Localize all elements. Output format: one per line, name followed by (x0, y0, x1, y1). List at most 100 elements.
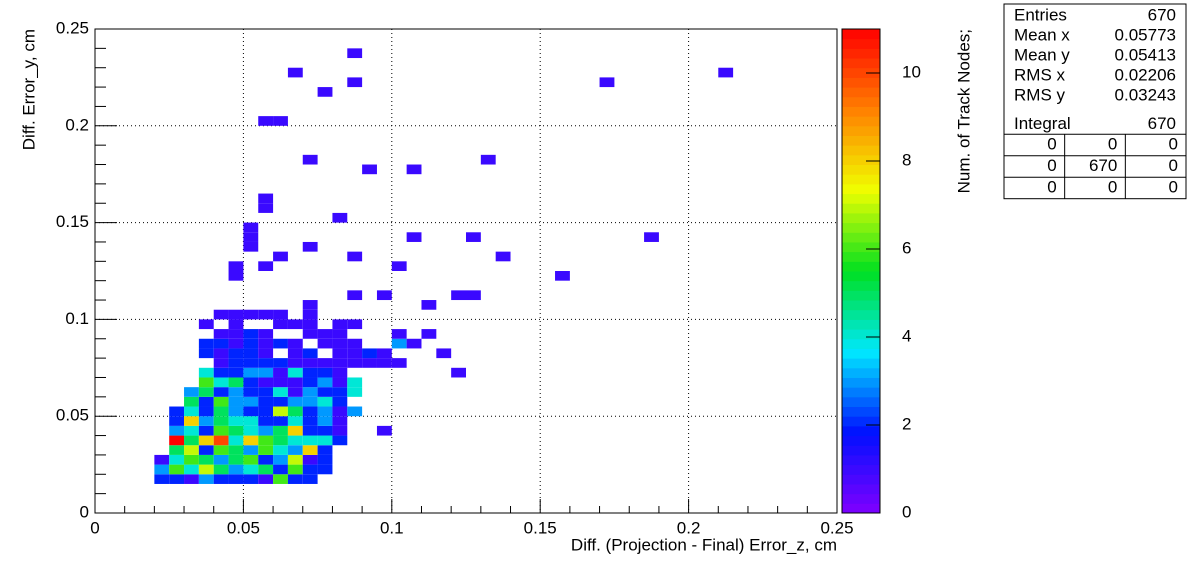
heatmap-cell (273, 435, 288, 446)
heatmap-cell (228, 396, 244, 407)
heatmap-cell (466, 232, 481, 242)
heatmap-cell (466, 290, 481, 301)
heatmap-cell (228, 474, 244, 484)
heatmap-cell (332, 425, 348, 436)
heatmap-cell (302, 396, 318, 407)
heatmap-cell (302, 425, 318, 436)
heatmap-cell (213, 435, 229, 446)
heatmap-cell (347, 348, 363, 359)
heatmap-cell (495, 251, 511, 262)
z-tick-label: 6 (902, 238, 911, 257)
colorbar-step (842, 135, 880, 146)
colorbar-step (842, 106, 880, 117)
stats-value: 0.05413 (1115, 45, 1176, 64)
colorbar-step (842, 87, 880, 98)
x-axis-label: Diff. (Projection - Final) Error_z, cm (571, 535, 837, 554)
heatmap-cell (347, 338, 363, 349)
heatmap-cell (302, 435, 318, 446)
heatmap-cell (302, 367, 318, 378)
heatmap-cell (332, 377, 348, 388)
colorbar-step (842, 164, 880, 175)
heatmap-cell (184, 474, 199, 484)
heatmap-cell (258, 261, 274, 271)
heatmap-cell (228, 387, 244, 397)
heatmap-cell (376, 348, 392, 359)
heatmap-cell (213, 416, 229, 426)
heatmap-cell (644, 232, 659, 242)
heatmap-cell (287, 474, 303, 484)
heatmap-cell (154, 464, 170, 475)
colorbar-step (842, 416, 880, 427)
heatmap-cell (154, 454, 170, 465)
heatmap-cell (258, 309, 274, 320)
heatmap-cell (317, 377, 333, 388)
heatmap-cell (317, 367, 333, 378)
heatmap-cell (362, 164, 377, 175)
heatmap-cell (332, 396, 348, 407)
heatmap-cell (213, 464, 229, 475)
colorbar-step (842, 377, 880, 388)
heatmap-cell (258, 406, 274, 417)
heatmap-cell (213, 377, 229, 388)
heatmap-cell (302, 309, 318, 320)
heatmap-cell (376, 358, 392, 368)
heatmap-cell (198, 454, 214, 465)
z-axis-label: Num. of Track Nodes; (954, 29, 973, 193)
heatmap-cell (213, 454, 229, 465)
heatmap-cell (347, 406, 363, 417)
heatmap-cell (198, 367, 214, 378)
heatmap-cell (273, 319, 288, 330)
stats-overflow-cell: 0 (1169, 134, 1178, 153)
x-tick-label: 0 (90, 518, 99, 537)
heatmap-cell (451, 290, 466, 301)
y-tick-label: 0.15 (56, 212, 89, 231)
heatmap-cell (213, 329, 229, 339)
colorbar-step (842, 348, 880, 359)
heatmap-cell (287, 338, 303, 349)
heatmap-cell (258, 348, 274, 359)
colorbar-step (842, 203, 880, 214)
heatmap-cell (258, 435, 274, 446)
heatmap-cell (228, 338, 244, 349)
colorbar-step (842, 48, 880, 59)
heatmap-cell (198, 396, 214, 407)
plot-frame (94, 28, 838, 514)
heatmap-cell (228, 377, 244, 388)
stats-overflow-cell: 0 (1047, 134, 1056, 153)
heatmap-cell (406, 164, 422, 175)
heatmap-cell (169, 464, 185, 475)
colorbar-step (842, 232, 880, 243)
heatmap-cell (317, 464, 333, 475)
heatmap-cell (213, 358, 229, 368)
heatmap-cell (228, 367, 244, 378)
colorbar-step (842, 271, 880, 282)
z-tick-label: 10 (902, 62, 921, 81)
heatmap-cell (258, 445, 274, 455)
heatmap-cell (228, 425, 244, 436)
colorbar-step (842, 154, 880, 166)
heatmap-cell (184, 435, 199, 446)
stats-value: 0.03243 (1115, 85, 1176, 104)
stats-label: Mean x (1014, 25, 1070, 44)
heatmap-cell (169, 416, 185, 426)
heatmap-cell (228, 454, 244, 465)
x-tick-label: 0.1 (380, 518, 404, 537)
heatmap-cell (332, 348, 348, 359)
stats-overflow-cell: 0 (1169, 156, 1178, 175)
heatmap-cell (317, 445, 333, 455)
heatmap-cell (243, 377, 259, 388)
heatmap-cell (198, 406, 214, 417)
heatmap-cell (213, 396, 229, 407)
heatmap-cell (480, 154, 496, 165)
heatmap-cell (243, 396, 259, 407)
stats-value: 670 (1148, 114, 1176, 133)
heatmap-cell (317, 406, 333, 417)
heatmap-cell (287, 445, 303, 455)
heatmap-cell (198, 416, 214, 426)
heatmap-cell (406, 338, 422, 349)
heatmap-cell (258, 358, 274, 368)
heatmap-cell (362, 348, 377, 359)
heatmap-cell (228, 445, 244, 455)
heatmap-cell (198, 445, 214, 455)
